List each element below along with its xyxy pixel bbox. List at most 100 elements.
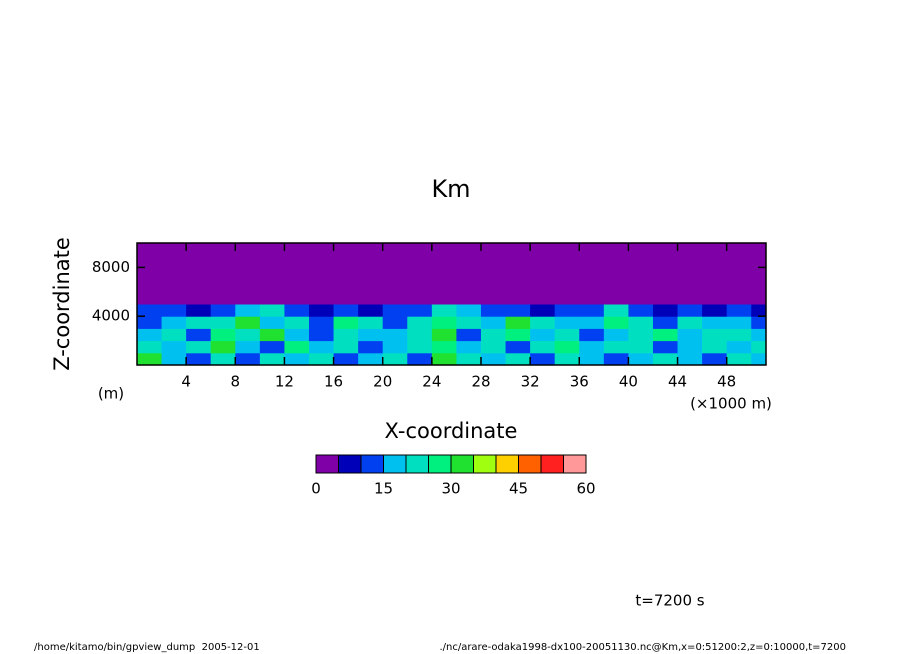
field-cell xyxy=(284,316,310,329)
field-cell xyxy=(431,328,457,342)
field-cell xyxy=(186,304,212,317)
x-tick-label: 24 xyxy=(422,373,441,391)
field-cell xyxy=(284,243,310,305)
field-cell xyxy=(137,340,163,354)
field-cell xyxy=(259,352,285,366)
field-cell xyxy=(456,328,482,342)
field-cell xyxy=(480,340,507,354)
field-cell xyxy=(186,328,212,342)
field-cell xyxy=(161,340,187,354)
field-cell xyxy=(628,352,654,366)
colorbar-box xyxy=(405,454,429,474)
field-cell xyxy=(677,304,703,317)
field-cell xyxy=(382,328,408,342)
x-tick-label: 44 xyxy=(668,373,687,391)
colorbar-box xyxy=(540,454,564,474)
field-cell xyxy=(358,352,384,366)
field-cell xyxy=(480,328,507,342)
field-cell xyxy=(431,304,457,317)
field-cell xyxy=(480,316,507,329)
field-cell xyxy=(530,304,556,317)
x-tick-label: 48 xyxy=(717,373,736,391)
field-cell xyxy=(456,340,482,354)
field-cell xyxy=(308,304,335,317)
field-cell xyxy=(210,304,236,317)
field-cell xyxy=(210,243,236,305)
field-cell xyxy=(308,352,335,366)
field-cell xyxy=(726,304,752,317)
y-axis-label: Z-coordinate xyxy=(50,237,74,371)
field-cell xyxy=(652,328,679,342)
field-cell xyxy=(603,304,629,317)
field-cell xyxy=(456,316,482,329)
field-cell xyxy=(480,304,507,317)
field-cell xyxy=(259,316,285,329)
field-cell xyxy=(603,340,629,354)
field-cell xyxy=(407,328,433,342)
field-cell xyxy=(652,352,679,366)
field-cell xyxy=(161,352,187,366)
field-cell xyxy=(702,340,728,354)
field-cell xyxy=(137,328,163,342)
field-cell xyxy=(751,243,767,305)
field-cell xyxy=(210,328,236,342)
field-cell xyxy=(382,304,408,317)
field-cell xyxy=(358,316,384,329)
x-axis-label: X-coordinate xyxy=(385,419,518,443)
field-cell xyxy=(210,352,236,366)
colorbar-box xyxy=(450,454,474,474)
field-cell xyxy=(161,328,187,342)
field-cell xyxy=(137,243,163,305)
field-cell xyxy=(530,316,556,329)
field-cell xyxy=(603,243,629,305)
colorbar-box xyxy=(315,454,339,474)
field-cell xyxy=(505,316,531,329)
field-cell xyxy=(628,304,654,317)
field-cell xyxy=(554,340,580,354)
field-cell xyxy=(480,352,507,366)
field-cell xyxy=(677,328,703,342)
field-cell xyxy=(210,340,236,354)
field-cell xyxy=(186,340,212,354)
field-cell xyxy=(603,352,629,366)
field-cell xyxy=(235,316,261,329)
field-cell xyxy=(407,316,433,329)
field-cell xyxy=(333,243,359,305)
field-cell xyxy=(702,304,728,317)
field-cell xyxy=(333,340,359,354)
x-tick-label: 32 xyxy=(521,373,540,391)
field-cell xyxy=(456,243,482,305)
colorbar-box xyxy=(518,454,542,474)
x-unit-label: (×1000 m) xyxy=(690,395,772,413)
field-cell xyxy=(579,304,605,317)
field-cell xyxy=(530,243,556,305)
colorbar-label: 15 xyxy=(374,480,393,498)
field-cell xyxy=(235,304,261,317)
field-cell xyxy=(333,304,359,317)
x-tick-label: 16 xyxy=(324,373,343,391)
field-cell xyxy=(235,328,261,342)
field-cell xyxy=(652,340,679,354)
colorbar-box xyxy=(563,454,587,474)
y-tick-label: 4000 xyxy=(92,307,130,325)
y-unit-label: (m) xyxy=(98,385,124,403)
field-cell xyxy=(235,340,261,354)
field-cell xyxy=(505,328,531,342)
field-cell xyxy=(161,316,187,329)
colorbar-box xyxy=(360,454,384,474)
field-cell xyxy=(137,352,163,366)
colorbar-box xyxy=(428,454,452,474)
field-cell xyxy=(333,328,359,342)
field-cell xyxy=(407,243,433,305)
field-cell xyxy=(554,304,580,317)
field-cell xyxy=(505,340,531,354)
field-cell xyxy=(161,304,187,317)
field-cell xyxy=(554,328,580,342)
plot-frame xyxy=(136,242,767,366)
footer-right: ./nc/arare-odaka1998-dx100-20051130.nc@K… xyxy=(439,642,846,653)
field-cell xyxy=(603,328,629,342)
x-tick-label: 36 xyxy=(570,373,589,391)
field-cell xyxy=(505,243,531,305)
colorbar-label: 0 xyxy=(311,480,321,498)
field-cell xyxy=(554,316,580,329)
